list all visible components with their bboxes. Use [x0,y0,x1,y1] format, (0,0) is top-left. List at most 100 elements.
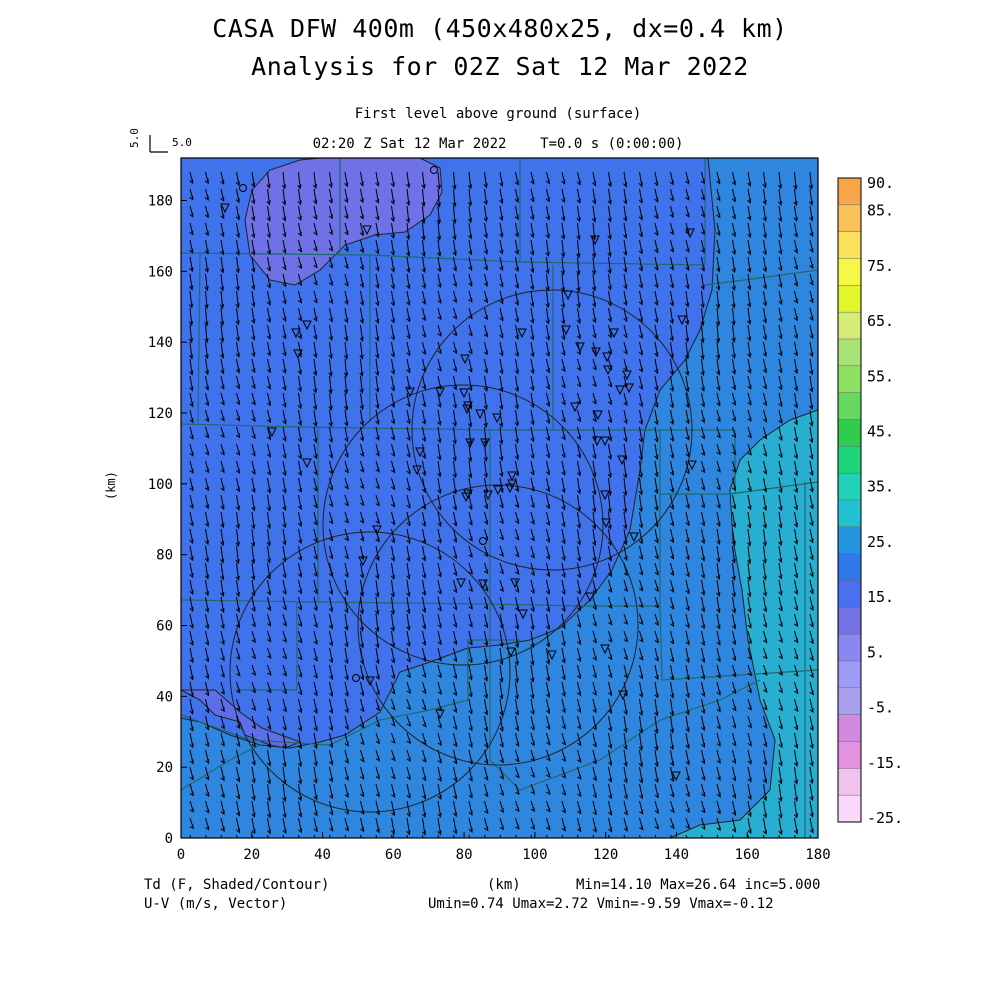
wind-vector [809,307,814,322]
wind-vector [297,494,302,511]
wind-vector [762,460,767,475]
wind-vector [561,698,566,714]
wind-vector [794,647,799,660]
wind-vector [375,579,380,598]
station-marker [291,328,301,339]
wind-vector [328,409,333,428]
wind-vector [421,443,426,460]
station-circle [479,537,487,545]
wind-vector [514,715,519,732]
wind-vector [654,545,659,560]
wind-vector [670,562,675,577]
wind-vector [809,392,814,410]
wind-vector [281,171,287,190]
wind-vector [220,358,225,375]
wind-vector [763,681,768,693]
wind-vector [778,239,783,255]
wind-vector [669,664,674,681]
wind-vector [499,222,504,238]
wind-vector [205,783,210,798]
wind-vector [545,698,550,715]
wind-vector [360,749,365,763]
wind-vector [747,239,752,256]
wind-vector [592,477,597,496]
wind-vector [282,817,287,835]
wind-vector [313,188,318,205]
wind-vector [778,205,783,223]
wind-vector [297,562,302,578]
station-marker [293,349,303,360]
station-marker [622,370,632,381]
wind-vector [236,732,241,748]
wind-vector [809,647,814,662]
wind-vector [731,307,736,326]
wind-vector [297,766,302,785]
wind-vector [747,800,752,818]
wind-vector [483,188,488,206]
wind-vector [716,239,721,255]
wind-vector [762,494,767,511]
wind-vector [483,732,488,749]
wind-vector [375,290,380,307]
wind-vector [747,630,752,645]
wind-vector [484,766,489,781]
wind-vector [437,579,442,595]
wind-vector [375,341,380,360]
wind-vector [515,732,520,747]
wind-vector [793,528,798,545]
station-marker [563,290,573,301]
wind-vector [467,188,473,207]
wind-vector [313,630,318,645]
wind-vector [654,562,659,576]
wind-vector [468,307,473,320]
wind-vector [716,562,721,581]
wind-vector [468,630,473,646]
wind-vector [468,341,473,355]
wind-vector [732,698,737,712]
wind-vector [375,409,380,426]
wind-vector [266,358,271,374]
wind-vector [483,681,488,699]
wind-vector [189,715,194,732]
wind-vector [421,222,426,241]
wind-vector [204,273,209,292]
wind-vector [763,664,768,676]
wind-vector [747,783,752,801]
wind-vector [685,188,690,201]
wind-vector [499,681,504,700]
wind-vector [561,494,566,511]
wind-vector [328,579,333,595]
wind-vector [793,256,798,271]
wind-vector [700,596,705,613]
x-tick-label: 120 [593,847,618,863]
wind-vector [514,222,519,238]
wind-vector [731,409,737,422]
wind-vector [251,375,256,390]
station-circle [430,166,438,174]
wind-vector [235,545,240,565]
wind-vector [607,562,612,578]
wind-vector [731,545,736,564]
wind-vector [808,171,813,190]
wind-vector [576,477,581,495]
wind-vector [468,783,473,799]
wind-vector [297,188,302,206]
colorbar-swatch [838,446,861,474]
wind-vector [731,596,736,614]
wind-vector [560,290,566,309]
wind-vector [406,324,411,340]
wind-vector [700,715,705,732]
wind-vector [670,613,675,627]
wind-vector [375,273,380,289]
wind-vector [266,443,271,458]
wind-vector [577,613,582,629]
wind-vector [669,460,674,476]
wind-vector [747,749,752,765]
station-marker [463,401,473,412]
wind-vector [266,239,271,255]
wind-vector [421,426,426,443]
wind-vector [576,324,581,340]
wind-vector [499,528,504,541]
wind-vector [530,205,535,221]
wind-vector [328,494,334,508]
